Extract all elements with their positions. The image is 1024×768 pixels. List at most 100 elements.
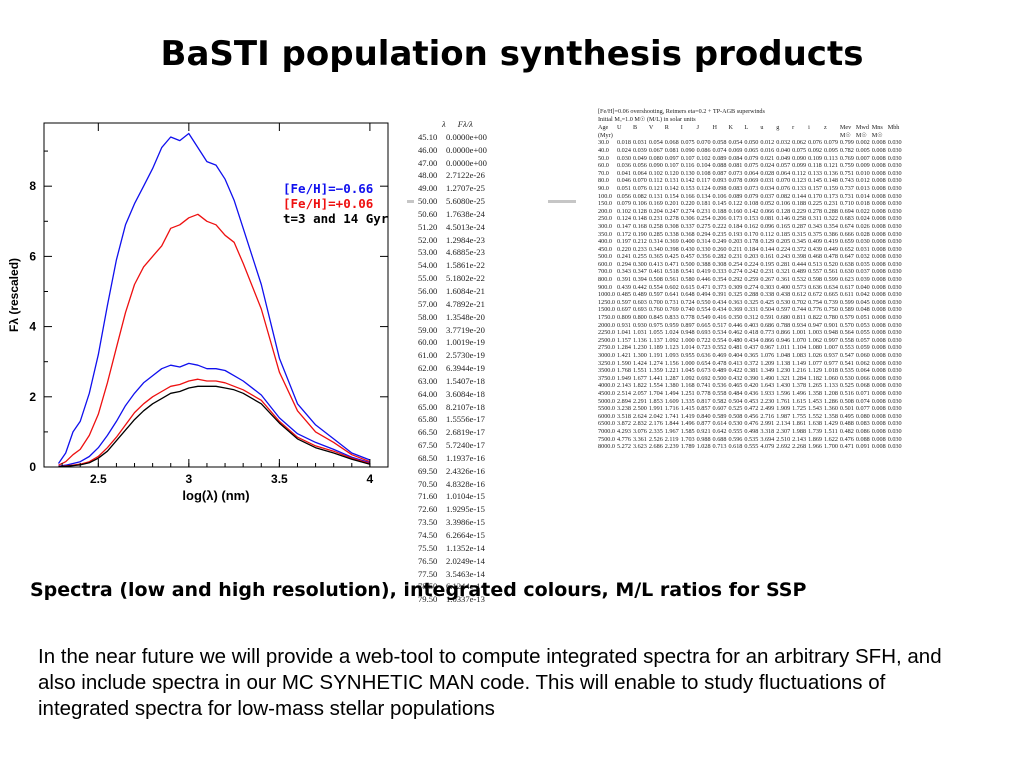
color-table-cell: 1.007 — [824, 344, 838, 352]
flux-wavelength: 67.50 — [418, 440, 438, 451]
color-table-cell: 6500.0 — [598, 420, 616, 428]
color-table-cell: 0.165 — [776, 222, 791, 230]
color-table-cell: 0.347 — [632, 268, 647, 276]
color-table-cell: 1.861 — [792, 420, 807, 428]
color-table-cell: 0.416 — [712, 314, 727, 322]
color-table-cell: 1.358 — [808, 389, 822, 397]
color-table-cell: 0.106 — [712, 192, 727, 200]
color-table-cell: 0.955 — [680, 352, 695, 359]
color-table-cell: 0.672 — [808, 291, 822, 299]
flux-value: 8.2107e-18 — [446, 401, 485, 412]
color-table-cell: 0.800 — [632, 314, 647, 322]
flux-value: 4.7892e-21 — [446, 298, 485, 309]
legend-entry: [Fe/H]=−0.66 — [283, 181, 373, 196]
flux-value: 1.0104e-15 — [446, 491, 485, 502]
x-tick-label: 2.5 — [90, 472, 107, 486]
flux-wavelength: 76.50 — [418, 555, 438, 566]
color-table-cell: 0.030 — [887, 412, 902, 420]
color-table-cell: 0.338 — [760, 291, 775, 299]
color-table-cell: 3.076 — [632, 427, 647, 435]
color-table-cell: 0.133 — [792, 184, 807, 192]
color-table-cell: 1.189 — [648, 344, 663, 352]
color-table-cell: 0.231 — [824, 200, 838, 208]
y-tick-label: 4 — [29, 320, 36, 334]
color-table-cell: 0.008 — [871, 230, 886, 238]
color-table-cell: 0.418 — [744, 329, 759, 337]
color-table-cell: 0.030 — [887, 344, 902, 352]
color-table-cell: 0.030 — [887, 200, 902, 208]
color-table-cell: 1.149 — [792, 359, 807, 367]
color-table-cell: 0.561 — [824, 268, 838, 276]
color-table-cell: 0.287 — [792, 222, 807, 230]
color-table-cell: 0.008 — [871, 184, 886, 192]
flux-wavelength: 57.00 — [418, 298, 438, 309]
color-table-cell: 1.048 — [776, 352, 791, 359]
flux-value: 2.0249e-14 — [446, 555, 485, 566]
color-table-cell: 1.494 — [664, 389, 679, 397]
color-table-cell: 0.597 — [776, 306, 791, 314]
color-table-cell: 0.997 — [824, 336, 838, 344]
color-table-cell: 0.070 — [696, 139, 711, 147]
color-table-cell: 1.596 — [776, 389, 791, 397]
color-table-cell: 0.008 — [871, 260, 886, 268]
color-table-cell: 0.030 — [887, 336, 902, 344]
color-table-cell: 0.799 — [839, 139, 854, 147]
color-table-cell: 0.330 — [696, 245, 711, 253]
color-table-cell: 0.005 — [855, 146, 870, 154]
color-table-cell: 2.514 — [617, 389, 631, 397]
color-table-cell: 0.489 — [632, 291, 647, 299]
color-table-cell: 0.112 — [760, 230, 775, 238]
color-table-header-cell: r — [792, 124, 795, 132]
color-table-cell: 0.579 — [839, 314, 854, 322]
color-table-row: 500.0 0.241 0.255 0.365 0.425 0.457 0.356 0.282… — [598, 253, 904, 261]
color-table-cell: 0.612 — [792, 291, 807, 299]
color-table-cell: 0.030 — [887, 298, 902, 306]
color-table-cell: 0.078 — [728, 177, 743, 185]
color-table-cell: 1.704 — [648, 389, 663, 397]
color-table-cell: 0.124 — [617, 215, 631, 223]
color-table-header-cell: Mns — [871, 124, 883, 132]
color-table-cell: 0.683 — [839, 215, 854, 223]
color-table-cell: 0.154 — [664, 192, 679, 200]
color-table-cell: 0.030 — [887, 374, 902, 382]
flux-wavelength: 51.20 — [418, 221, 438, 232]
color-table-cell: 0.014 — [855, 192, 870, 200]
flux-table-row: 61.00 2.5730e-19 — [418, 349, 530, 362]
color-table-cell: 1.967 — [664, 427, 679, 435]
color-table-cell: 0.030 — [887, 177, 902, 185]
color-table-cell: 0.030 — [887, 405, 902, 413]
color-table-subheader-cell — [665, 132, 681, 140]
color-table-cell: 0.008 — [871, 420, 886, 428]
color-table-cell: 1750.0 — [598, 314, 616, 322]
color-table-cell: 0.153 — [744, 215, 759, 223]
color-table-cell: 0.049 — [776, 154, 791, 162]
color-table-cell: 0.062 — [855, 359, 870, 367]
color-table-cell: 0.030 — [887, 169, 902, 177]
color-table-cell: 0.007 — [855, 154, 870, 162]
color-table-cell: 0.478 — [824, 253, 838, 261]
color-table-cell: 0.193 — [728, 230, 743, 238]
color-table-subheader-cell — [728, 132, 744, 140]
color-table-cell: 0.439 — [617, 283, 631, 291]
color-table-cell: 0.109 — [808, 154, 822, 162]
color-table-header-cell: H — [712, 124, 718, 132]
color-table-cell: 0.086 — [855, 427, 870, 435]
color-table-cell: 1.703 — [680, 435, 695, 443]
flux-table-row: 47.00 0.0000e+00 — [418, 157, 530, 170]
color-table-cell: 0.162 — [744, 222, 759, 230]
color-table-cell: 0.508 — [839, 397, 854, 405]
color-table-cell: 4000.0 — [598, 382, 616, 390]
color-table-cell: 0.129 — [760, 238, 775, 246]
color-table-cell: 0.659 — [839, 238, 854, 246]
color-table-cell: 0.008 — [871, 245, 886, 253]
color-table-cell: 0.723 — [696, 344, 711, 352]
color-table-cell: 0.037 — [855, 268, 870, 276]
flux-wavelength: 75.50 — [418, 542, 438, 553]
color-table-cell: 0.495 — [839, 412, 854, 420]
color-table-cell: 1.949 — [617, 374, 631, 382]
color-table-subheader-cell — [681, 132, 697, 140]
color-table-cell: 0.485 — [617, 291, 631, 299]
color-table-cell: 0.247 — [664, 207, 679, 215]
flux-value: 3.6084e-18 — [446, 388, 485, 399]
color-table-cell: 0.030 — [887, 382, 902, 390]
